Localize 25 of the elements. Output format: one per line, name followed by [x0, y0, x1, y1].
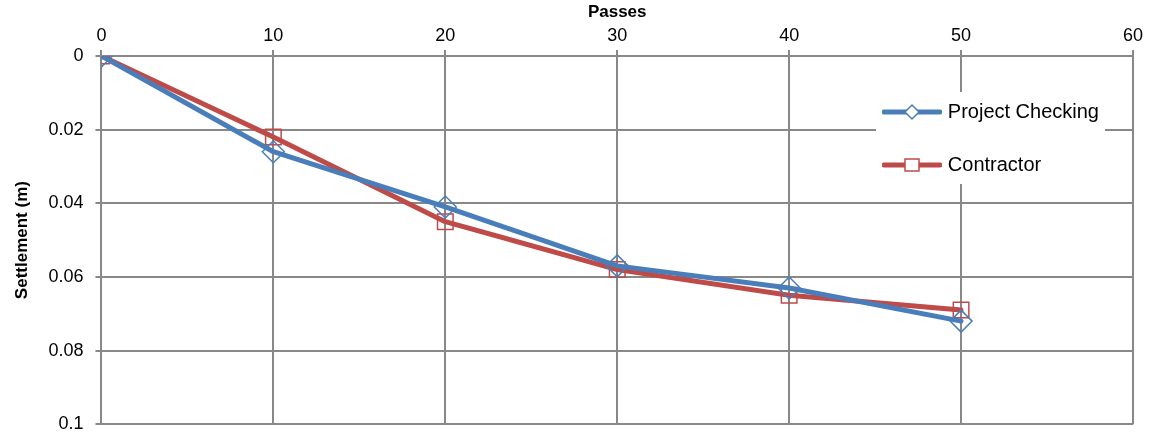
x-tick-label: 0	[96, 25, 107, 46]
x-axis-title: Passes	[587, 1, 647, 21]
point	[261, 139, 286, 164]
y-tick-label: 0.02	[48, 118, 84, 139]
point	[433, 195, 458, 219]
legend-label: Contractor	[947, 153, 1042, 176]
y-tick-label: 0.08	[48, 339, 84, 360]
point	[952, 301, 970, 319]
x-tick-label: 40	[779, 25, 800, 46]
x-tick-label: 30	[607, 25, 628, 46]
x-tick-label: 20	[435, 25, 456, 46]
x-tick-label: 50	[951, 25, 972, 46]
x-tick-label: 60	[1122, 25, 1144, 46]
point	[605, 254, 629, 278]
point	[436, 213, 454, 231]
point	[264, 128, 282, 146]
x-tick-label: 10	[263, 25, 284, 46]
legend-label: Project Checking	[947, 100, 1099, 123]
y-tick-label: 0.06	[48, 265, 84, 286]
y-tick-label: 0.04	[48, 192, 84, 213]
y-tick-label: 0.1	[58, 413, 84, 434]
y-tick-label: 0	[73, 44, 84, 65]
y-axis-title: Settlement (m)	[11, 181, 31, 300]
point	[949, 309, 973, 333]
point	[777, 276, 801, 300]
